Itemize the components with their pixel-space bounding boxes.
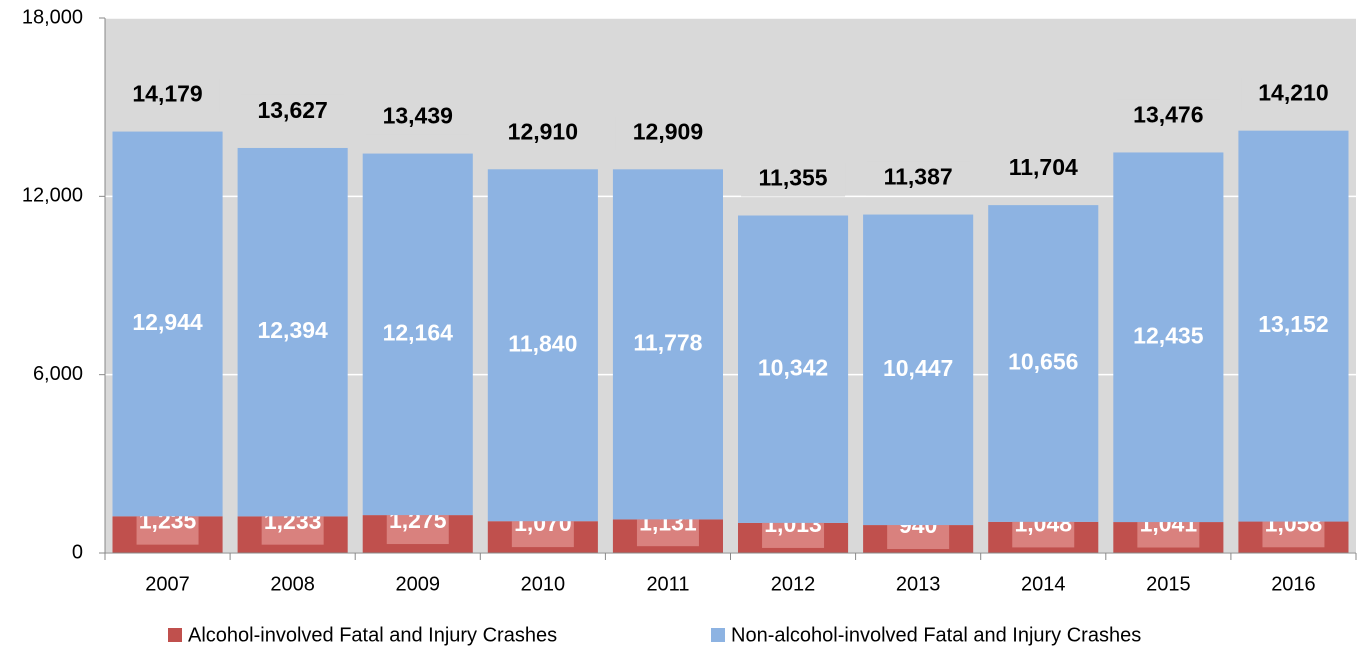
total-label: 14,179 [132,81,202,107]
bar-segment [988,205,1099,522]
segment-label: 12,944 [132,309,203,335]
x-tick-label: 2016 [1271,573,1316,595]
y-tick-label: 18,000 [22,6,83,28]
total-label-bg [991,152,1096,187]
total-label: 13,476 [1133,102,1203,128]
bar-segment [487,169,598,522]
total-label-bg [115,78,220,113]
total-label-bg [1116,99,1221,134]
y-tick-label: 0 [72,541,83,563]
total-label: 12,909 [633,118,703,144]
total-label-bg [615,116,720,151]
total-label: 12,910 [508,118,578,144]
legend-swatch [168,628,182,642]
total-label: 13,439 [383,103,453,129]
total-label: 14,210 [1258,80,1328,106]
total-label-bg [365,100,470,135]
bar-segment [237,147,348,517]
segment-label: 11,840 [508,330,577,356]
segment-label: 10,342 [758,354,828,380]
total-label: 11,387 [884,164,953,190]
segment-label: 12,435 [1133,322,1204,348]
total-label: 11,355 [759,165,828,191]
segment-label: 10,447 [883,355,953,381]
legend-swatch [711,628,725,642]
total-label-bg [741,162,846,197]
total-label: 11,704 [1009,154,1078,180]
x-tick-label: 2009 [396,573,441,595]
x-tick-label: 2014 [1021,573,1066,595]
bar-segment [738,215,849,523]
x-tick-label: 2012 [771,573,816,595]
bar-segment [863,214,974,526]
bar-segment [1238,130,1349,522]
segment-label: 10,656 [1008,349,1078,375]
segment-label: 13,152 [1258,311,1328,337]
legend-label: Alcohol-involved Fatal and Injury Crashe… [188,624,557,646]
segment-label: 12,394 [257,317,328,343]
y-tick-label: 6,000 [33,363,83,385]
x-tick-label: 2013 [896,573,941,595]
x-tick-label: 2010 [521,573,566,595]
legend-label: Non-alcohol-involved Fatal and Injury Cr… [731,624,1141,646]
total-label-bg [1241,77,1346,112]
x-tick-label: 2015 [1146,573,1191,595]
total-label-bg [240,94,345,129]
bar-segment [612,169,723,520]
segment-label: 12,164 [383,319,454,345]
x-tick-label: 2007 [145,573,190,595]
total-label-bg [490,116,595,151]
segment-label: 11,778 [633,329,702,355]
total-label-bg [866,161,971,196]
bar-segment [112,131,223,517]
bar-segment [362,153,473,516]
y-tick-label: 12,000 [22,185,83,207]
bar-segment [1113,152,1224,523]
x-tick-label: 2008 [270,573,315,595]
x-tick-label: 2011 [646,573,689,595]
total-label: 13,627 [257,97,327,123]
